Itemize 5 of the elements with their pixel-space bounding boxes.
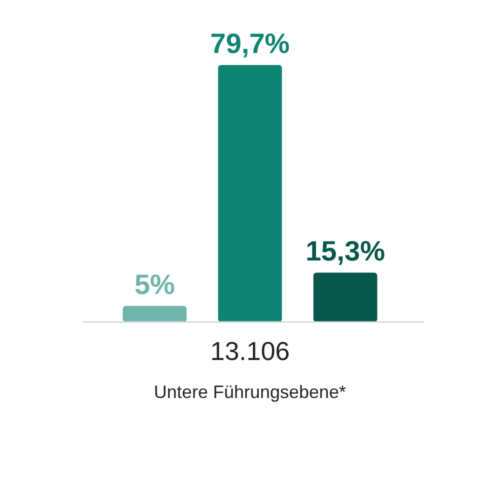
data-label: 15,3% xyxy=(306,236,386,267)
data-label: 5% xyxy=(134,268,176,300)
text: 13.106 xyxy=(210,336,290,366)
data-label: 79,7% xyxy=(210,28,290,59)
x-axis-title: Untere Führungsebene* xyxy=(154,382,346,402)
